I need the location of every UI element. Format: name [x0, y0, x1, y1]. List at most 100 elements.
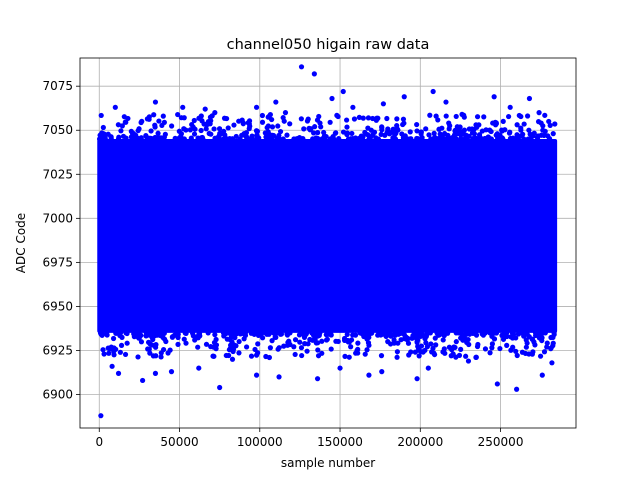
data-point — [106, 350, 112, 356]
data-point — [140, 377, 146, 384]
data-point — [488, 136, 495, 142]
data-point — [160, 113, 166, 119]
data-point — [452, 344, 458, 351]
data-point — [431, 136, 437, 142]
data-point — [538, 120, 544, 126]
data-point — [99, 332, 105, 338]
data-point — [276, 374, 282, 380]
data-point — [108, 136, 114, 142]
data-point — [263, 330, 269, 336]
data-point — [355, 350, 361, 356]
data-point — [431, 130, 437, 136]
data-point — [514, 132, 520, 138]
data-point — [305, 341, 311, 347]
data-point — [179, 136, 185, 142]
data-point — [344, 124, 350, 130]
data-point — [528, 136, 534, 142]
data-point — [191, 131, 198, 137]
data-point — [440, 349, 446, 355]
data-point — [223, 352, 229, 359]
data-point — [544, 344, 550, 350]
data-point — [514, 352, 520, 359]
data-point — [118, 342, 125, 348]
data-point — [253, 104, 260, 110]
data-point — [205, 330, 211, 336]
data-point — [220, 136, 226, 142]
data-point — [380, 101, 386, 107]
data-point — [243, 344, 250, 350]
data-point — [301, 126, 307, 132]
data-point — [316, 113, 322, 120]
data-point — [474, 114, 481, 120]
data-point — [151, 112, 157, 118]
data-point — [253, 330, 260, 336]
data-point — [203, 341, 210, 347]
data-point — [204, 121, 210, 128]
data-point — [458, 346, 464, 352]
data-point — [230, 346, 237, 352]
data-point — [521, 121, 527, 127]
plot-frame — [79, 57, 577, 429]
data-point — [509, 335, 516, 341]
data-point — [259, 112, 266, 119]
data-point — [236, 338, 242, 345]
x-tick-label: 100000 — [237, 435, 283, 449]
data-point — [402, 133, 408, 139]
data-point — [123, 135, 129, 141]
data-point — [362, 330, 368, 336]
data-point — [269, 338, 275, 344]
data-point — [507, 129, 513, 135]
data-point — [391, 337, 397, 343]
data-point — [266, 113, 272, 120]
data-point — [135, 128, 141, 134]
data-point — [344, 331, 350, 338]
data-point — [153, 353, 159, 359]
data-point — [329, 136, 335, 142]
y-tick-label: 7050 — [42, 123, 73, 137]
data-point — [241, 336, 247, 342]
data-point — [237, 136, 243, 142]
data-point — [243, 130, 250, 136]
data-point — [105, 131, 111, 137]
x-axis-label: sample number — [281, 456, 375, 470]
data-point — [424, 344, 430, 350]
data-point — [414, 135, 420, 142]
data-point — [425, 365, 431, 371]
data-point — [458, 330, 464, 336]
data-point — [426, 132, 432, 138]
data-point — [206, 130, 212, 137]
data-point — [319, 136, 325, 142]
data-point — [492, 330, 498, 336]
data-point — [453, 339, 459, 345]
data-point — [245, 136, 251, 142]
data-point — [231, 342, 237, 348]
data-point — [165, 350, 171, 356]
data-point — [546, 118, 552, 125]
data-point — [115, 370, 122, 376]
data-point — [547, 122, 553, 129]
data-point — [139, 118, 145, 124]
data-point — [491, 94, 497, 100]
data-point — [516, 112, 522, 119]
data-point — [379, 369, 385, 375]
data-point — [175, 111, 181, 118]
data-point — [503, 330, 510, 336]
data-point — [122, 351, 129, 358]
data-point — [116, 330, 122, 336]
data-point — [128, 128, 134, 134]
data-point — [335, 113, 341, 120]
data-point — [191, 117, 197, 124]
data-point — [510, 135, 516, 141]
data-point — [147, 350, 153, 356]
data-point — [524, 113, 531, 119]
data-point — [482, 346, 489, 352]
data-point — [212, 110, 218, 116]
data-point — [117, 349, 123, 355]
data-point — [315, 347, 321, 353]
data-point — [365, 115, 372, 121]
data-point — [315, 353, 322, 359]
data-point — [121, 114, 127, 120]
data-point — [487, 350, 493, 356]
data-point — [414, 376, 420, 382]
data-point — [355, 340, 361, 346]
